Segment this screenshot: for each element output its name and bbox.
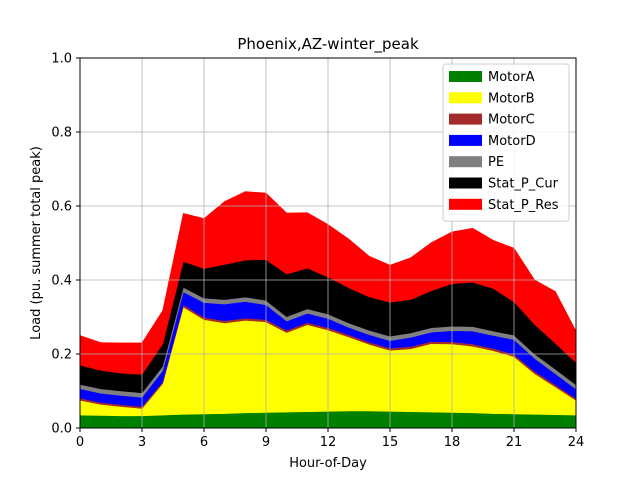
x-tick-label: 6 xyxy=(200,435,208,450)
legend-label-motorc: MotorC xyxy=(488,113,535,128)
legend-label-motord: MotorD xyxy=(488,134,536,149)
legend-swatch-motorb xyxy=(449,92,482,104)
chart-title: Phoenix,AZ-winter_peak xyxy=(237,35,419,54)
legend-label-motora: MotorA xyxy=(488,70,535,85)
legend-swatch-motorc xyxy=(449,113,482,125)
x-tick-label: 18 xyxy=(444,435,461,450)
y-tick-label: 0.2 xyxy=(51,348,72,363)
x-tick-label: 0 xyxy=(76,435,84,450)
x-axis-label: Hour-of-Day xyxy=(289,456,367,471)
x-tick-label: 24 xyxy=(568,435,585,450)
y-tick-label: 0.0 xyxy=(51,422,72,437)
x-tick-label: 9 xyxy=(262,435,270,450)
x-tick-label: 12 xyxy=(320,435,337,450)
legend-swatch-stat-p-cur xyxy=(449,177,482,189)
legend-label-stat-p-res: Stat_P_Res xyxy=(488,198,559,213)
legend-swatch-stat-p-res xyxy=(449,198,482,210)
y-tick-label: 0.6 xyxy=(51,200,72,215)
legend-swatch-motora xyxy=(449,71,482,82)
legend: MotorA MotorB MotorC MotorD PE Stat_P_Cur Stat… xyxy=(442,63,570,222)
y-tick-label: 0.8 xyxy=(51,126,72,141)
x-tick-label: 21 xyxy=(506,435,523,450)
x-tick-label: 15 xyxy=(382,435,399,450)
legend-swatch-motord xyxy=(449,134,482,146)
legend-swatch-pe xyxy=(449,156,482,168)
legend-label-stat-p-cur: Stat_P_Cur xyxy=(488,177,559,192)
y-tick-label: 0.4 xyxy=(51,274,72,289)
y-tick-label: 1.0 xyxy=(51,52,72,67)
axis-ticks: 0 3 6 9 12 15 18 21 24 0.0 0.2 0.4 0.6 0.8 1.0 xyxy=(51,52,584,451)
legend-label-pe: PE xyxy=(488,155,504,170)
y-axis-label: Load (pu. summer total peak) xyxy=(29,146,44,340)
legend-label-motorb: MotorB xyxy=(488,91,534,106)
x-tick-label: 3 xyxy=(138,435,146,450)
